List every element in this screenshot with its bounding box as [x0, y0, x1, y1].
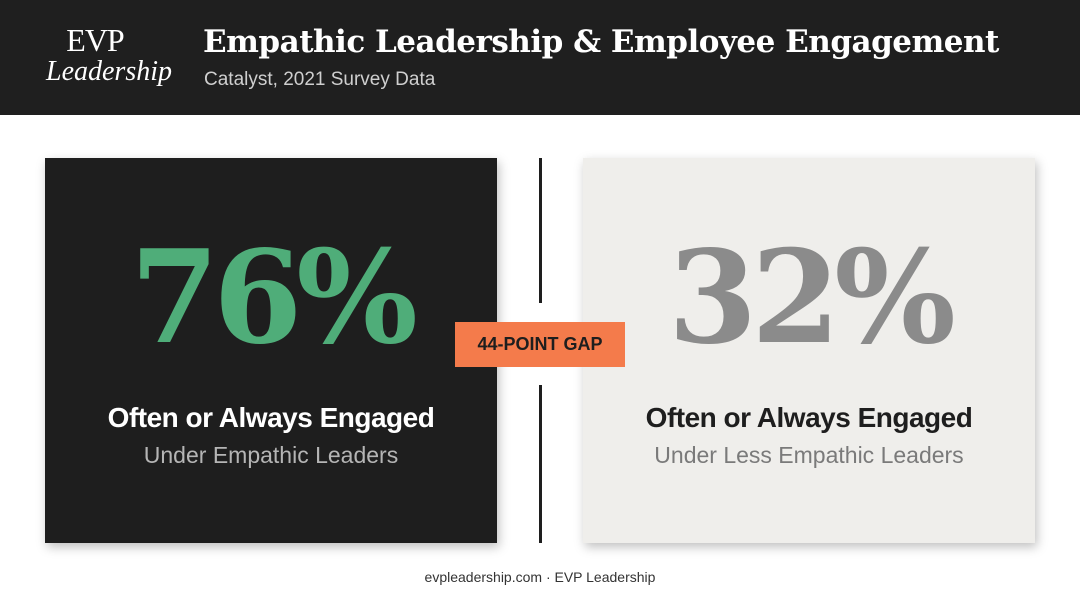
stat-value: 32%	[668, 223, 956, 373]
stat-heading: Often or Always Engaged	[107, 402, 435, 433]
stat-card: 76% Often or Always Engaged Under Empath…	[45, 158, 497, 543]
title: Empathic Leadership & Employee Engagemen…	[203, 24, 999, 60]
stat-heading: Often or Always Engaged	[645, 402, 973, 433]
stat-subheading: Under Less Empathic Leaders	[654, 442, 964, 468]
stat-value: 76%	[130, 223, 418, 373]
logo: EVP	[66, 22, 124, 58]
divider	[539, 158, 542, 303]
gap-badge: 44-POINT GAP	[455, 322, 625, 367]
subtitle: Catalyst, 2021 Survey Data	[204, 69, 436, 90]
stat-card: 32% Often or Always Engaged Under Less E…	[583, 158, 1035, 543]
footer: evpleadership.com · EVP Leadership	[424, 569, 656, 585]
stat-subheading: Under Empathic Leaders	[143, 442, 399, 468]
header-bar	[0, 0, 1080, 115]
divider	[539, 385, 542, 543]
logo: Leadership	[46, 56, 172, 87]
